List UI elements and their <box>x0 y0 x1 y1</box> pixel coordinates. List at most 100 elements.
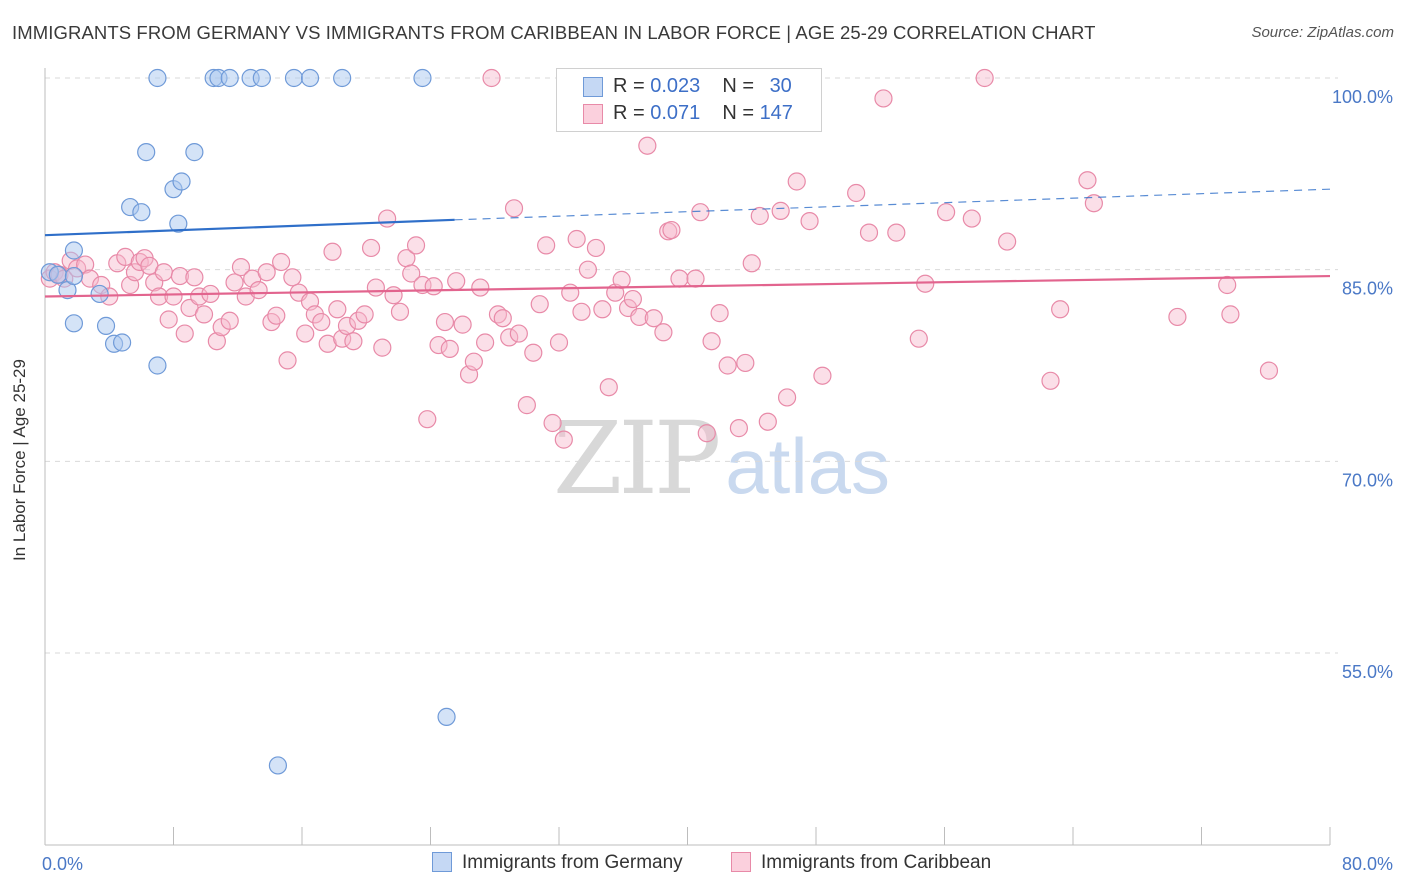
caribbean-point <box>154 263 173 282</box>
caribbean-point <box>384 286 403 305</box>
caribbean-point <box>998 232 1017 251</box>
caribbean-point <box>718 356 737 375</box>
caribbean-point <box>630 307 649 327</box>
caribbean-point <box>537 236 556 255</box>
germany-point <box>137 143 156 162</box>
caribbean-point <box>702 332 721 351</box>
caribbean-point <box>800 212 819 231</box>
caribbean-point <box>662 220 681 240</box>
caribbean-point <box>549 333 569 352</box>
caribbean-point <box>194 305 214 324</box>
caribbean-point <box>554 430 573 449</box>
caribbean-point <box>185 268 204 287</box>
bottom-legend-label-germany: Immigrants from Germany <box>462 852 683 873</box>
caribbean-point <box>500 328 519 347</box>
chart-title: IMMIGRANTS FROM GERMANY VS IMMIGRANTS FR… <box>12 22 1096 43</box>
caribbean-point <box>758 412 777 431</box>
germany-point <box>413 68 432 88</box>
caribbean-point <box>962 209 981 228</box>
germany-point <box>284 68 304 88</box>
caribbean-point <box>937 203 956 222</box>
y-tick-label: 85.0% <box>1342 279 1393 299</box>
caribbean-point <box>593 300 612 319</box>
germany-point <box>252 68 271 88</box>
bottom-legend-label-caribbean: Immigrants from Caribbean <box>761 852 992 873</box>
caribbean-point <box>149 287 169 306</box>
x-tick-label: 0.0% <box>42 854 83 874</box>
caribbean-point <box>312 312 331 332</box>
caribbean-point <box>207 332 226 351</box>
caribbean-point <box>424 277 443 296</box>
germany-point <box>112 333 132 352</box>
caribbean-point <box>813 366 832 385</box>
caribbean-point <box>267 306 286 325</box>
caribbean-point <box>787 172 806 191</box>
caribbean-point <box>1221 305 1240 324</box>
caribbean-point <box>686 269 705 288</box>
caribbean-point <box>736 353 755 373</box>
legend-n-value: 147 <box>759 102 793 124</box>
caribbean-point <box>729 419 749 438</box>
caribbean-point <box>777 388 797 407</box>
caribbean-point <box>578 260 598 279</box>
caribbean-point <box>509 324 528 343</box>
germany-point <box>64 266 84 286</box>
legend: R = 0.023 N = 30 R = 0.071 N = 147 <box>556 68 822 132</box>
caribbean-point <box>471 278 490 297</box>
germany-point <box>64 314 84 333</box>
germany-point <box>333 68 352 88</box>
source-label: Source: ZipAtlas.com <box>1251 24 1394 41</box>
caribbean-point <box>654 323 673 342</box>
caribbean-point <box>159 310 178 329</box>
caribbean-point <box>175 324 194 343</box>
caribbean-point <box>599 378 618 397</box>
caribbean-point <box>464 352 483 371</box>
caribbean-point <box>76 255 95 274</box>
caribbean-point <box>249 281 268 300</box>
caribbean-point <box>231 258 251 277</box>
caribbean-point <box>742 254 761 273</box>
caribbean-trend-line <box>44 274 1331 298</box>
caribbean-point <box>378 209 397 228</box>
germany-trend-line <box>44 218 455 237</box>
y-tick-label: 70.0% <box>1342 470 1393 490</box>
y-tick-label: 55.0% <box>1342 662 1393 682</box>
caribbean-point <box>771 201 790 220</box>
caribbean-point <box>225 273 244 292</box>
y-tick-label: 100.0% <box>1332 87 1393 107</box>
caribbean-point <box>916 274 935 293</box>
caribbean-point <box>328 300 347 319</box>
caribbean-point <box>1078 171 1097 190</box>
caribbean-point <box>586 238 606 258</box>
caribbean-point <box>517 396 536 415</box>
legend-r-value: 0.071 <box>650 102 701 124</box>
germany-point <box>148 356 167 375</box>
caribbean-point <box>874 89 893 108</box>
caribbean-point <box>524 343 543 362</box>
germany-point <box>48 265 67 284</box>
caribbean-point <box>447 272 466 291</box>
germany-point <box>64 241 84 260</box>
germany-point <box>169 214 188 233</box>
bottom-legend-germany: Immigrants from Germany <box>432 852 683 874</box>
caribbean-point <box>476 333 495 352</box>
caribbean-point <box>750 206 769 226</box>
caribbean-point <box>366 278 385 297</box>
caribbean-point <box>638 136 657 155</box>
germany-point <box>172 172 191 191</box>
caribbean-point <box>530 295 549 314</box>
germany-point <box>148 68 167 88</box>
caribbean-point <box>296 324 315 343</box>
caribbean-point <box>1168 307 1187 327</box>
caribbean-point <box>670 269 689 288</box>
caribbean-point <box>418 410 437 429</box>
caribbean-point <box>697 424 716 443</box>
germany-point <box>300 68 320 88</box>
legend-n-label: N = <box>722 75 760 97</box>
caribbean-point <box>272 252 291 272</box>
germany-point <box>185 143 204 162</box>
caribbean-point <box>390 302 410 321</box>
caribbean-point <box>1259 361 1279 380</box>
legend-r-value: 0.023 <box>650 75 701 97</box>
legend-n-value: 30 <box>769 75 792 97</box>
